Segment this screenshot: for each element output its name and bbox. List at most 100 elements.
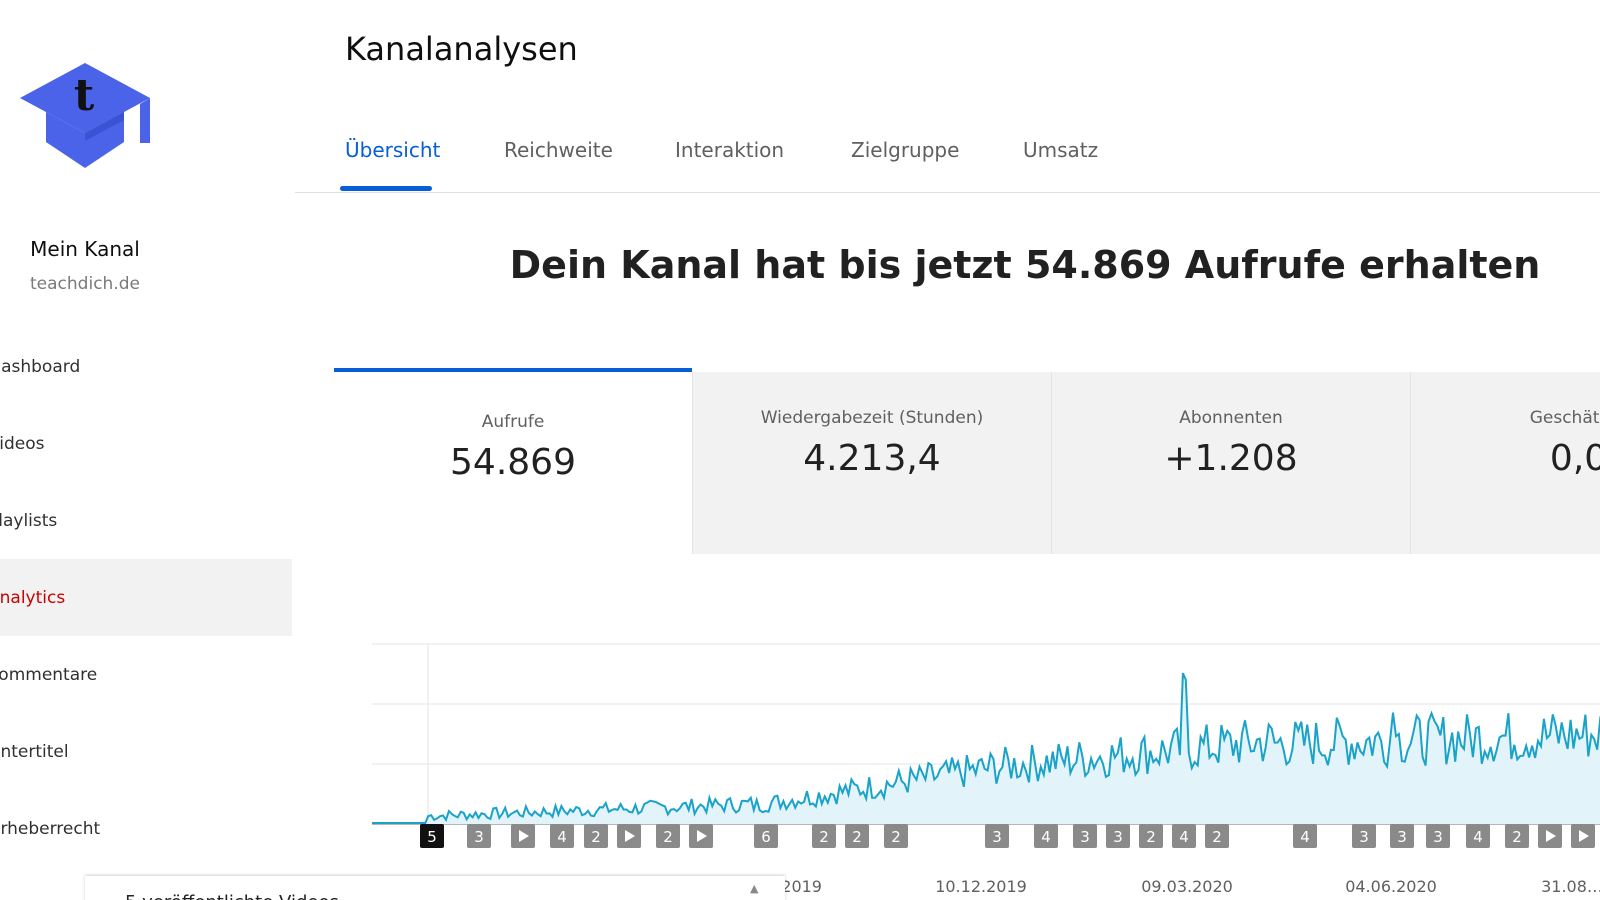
video-marker[interactable]: 5 bbox=[420, 824, 444, 848]
sidebar-item-analytics[interactable]: Analytics bbox=[0, 559, 292, 636]
published-videos-label: 5 veröffentlichte Videos bbox=[125, 892, 339, 900]
video-marker[interactable]: 4 bbox=[1293, 824, 1317, 848]
metric-value: 54.869 bbox=[450, 442, 576, 483]
sidebar-item-label: Kommentare bbox=[0, 664, 98, 685]
video-marker[interactable] bbox=[1571, 824, 1595, 848]
sidebar-item-comments[interactable]: Kommentare bbox=[0, 636, 292, 713]
tab-reach[interactable]: Reichweite bbox=[504, 138, 613, 162]
x-tick-label: 10.12.2019 bbox=[935, 877, 1027, 896]
metric-card-watchtime[interactable]: Wiedergabezeit (Stunden) 4.213,4 bbox=[692, 372, 1051, 554]
video-marker-count: 2 bbox=[1512, 828, 1522, 846]
video-marker-count: 2 bbox=[1146, 828, 1156, 846]
sidebar-item-playlists[interactable]: Playlists bbox=[0, 482, 292, 559]
page-title: Kanalanalysen bbox=[345, 30, 578, 68]
sidebar-item-label: Untertitel bbox=[0, 741, 69, 762]
video-marker-count: 4 bbox=[557, 828, 567, 846]
video-marker[interactable]: 2 bbox=[1205, 824, 1229, 848]
play-icon bbox=[1579, 830, 1589, 842]
sidebar-item-dashboard[interactable]: Dashboard bbox=[0, 328, 292, 405]
video-marker-count: 4 bbox=[1041, 828, 1051, 846]
video-marker-count: 3 bbox=[1397, 828, 1407, 846]
tab-audience[interactable]: Zielgruppe bbox=[851, 138, 960, 162]
video-marker[interactable]: 3 bbox=[1352, 824, 1376, 848]
video-marker-count: 6 bbox=[761, 828, 771, 846]
video-marker[interactable]: 3 bbox=[1426, 824, 1450, 848]
video-marker-count: 2 bbox=[663, 828, 673, 846]
tab-engagement[interactable]: Interaktion bbox=[675, 138, 785, 162]
video-marker[interactable] bbox=[617, 824, 641, 848]
sidebar-item-label: Playlists bbox=[0, 510, 58, 531]
metric-label: Wiedergabezeit (Stunden) bbox=[760, 408, 984, 428]
video-marker[interactable]: 3 bbox=[467, 824, 491, 848]
video-marker[interactable]: 2 bbox=[884, 824, 908, 848]
views-headline: Dein Kanal hat bis jetzt 54.869 Aufrufe … bbox=[509, 243, 1541, 287]
graduation-cap-icon: t bbox=[20, 63, 150, 168]
video-marker[interactable]: 4 bbox=[1466, 824, 1490, 848]
video-marker-count: 3 bbox=[1113, 828, 1123, 846]
metric-label: Aufrufe bbox=[481, 412, 545, 432]
video-marker[interactable]: 3 bbox=[1106, 824, 1130, 848]
analytics-tabs: Übersicht Reichweite Interaktion Zielgru… bbox=[295, 128, 1600, 193]
chart-x-ticks: …9.2019 10.12.2019 09.03.2020 04.06.2020 31.… bbox=[750, 877, 1600, 896]
video-marker[interactable]: 2 bbox=[812, 824, 836, 848]
sidebar: t Mein Kanal teachdich.de Dashboard Vide… bbox=[0, 0, 292, 900]
video-marker-count: 2 bbox=[591, 828, 601, 846]
metric-value: 0,00 bbox=[1549, 438, 1600, 479]
metric-value: +1.208 bbox=[1164, 438, 1298, 479]
video-marker-count: 3 bbox=[1433, 828, 1443, 846]
sidebar-item-label: Dashboard bbox=[0, 356, 81, 377]
chart-series-line[interactable] bbox=[372, 672, 1600, 824]
sidebar-item-label: Analytics bbox=[0, 587, 66, 608]
tab-active-indicator bbox=[340, 186, 432, 191]
sidebar-item-videos[interactable]: Videos bbox=[0, 405, 292, 482]
video-marker[interactable]: 3 bbox=[985, 824, 1009, 848]
video-marker-count: 4 bbox=[1300, 828, 1310, 846]
video-marker[interactable] bbox=[689, 824, 713, 848]
chart-video-markers: 5 3 4 2 2 6 2 2 2 3 4 3 3 2 4 2 4 3 3 3 4 2 bbox=[420, 824, 1595, 848]
metric-card-revenue[interactable]: Geschätzter U 0,00 bbox=[1410, 372, 1600, 554]
play-icon bbox=[519, 830, 529, 842]
video-marker-count: 3 bbox=[992, 828, 1002, 846]
channel-domain: teachdich.de bbox=[30, 274, 140, 294]
tab-revenue[interactable]: Umsatz bbox=[1023, 138, 1099, 162]
video-marker-count: 5 bbox=[427, 828, 437, 846]
published-videos-panel[interactable]: 5 veröffentlichte Videos bbox=[85, 876, 785, 900]
x-tick-label: 09.03.2020 bbox=[1141, 877, 1233, 896]
video-marker[interactable]: 4 bbox=[1034, 824, 1058, 848]
video-marker[interactable]: 6 bbox=[754, 824, 778, 848]
sidebar-item-label: Urheberrecht bbox=[0, 818, 101, 839]
logo-letter: t bbox=[74, 70, 95, 121]
channel-logo[interactable]: t bbox=[18, 60, 153, 175]
x-tick-label: 31.08… bbox=[1541, 877, 1600, 896]
sidebar-item-copyright[interactable]: Urheberrecht bbox=[0, 790, 292, 867]
video-marker[interactable]: 2 bbox=[584, 824, 608, 848]
video-marker[interactable]: 2 bbox=[1505, 824, 1529, 848]
video-marker[interactable]: 2 bbox=[845, 824, 869, 848]
chart-area-fill bbox=[372, 673, 1600, 824]
video-marker[interactable] bbox=[1538, 824, 1562, 848]
play-icon bbox=[625, 830, 635, 842]
metric-cards: Aufrufe 54.869 Wiedergabezeit (Stunden) … bbox=[334, 368, 1600, 554]
video-marker-count: 3 bbox=[1080, 828, 1090, 846]
sidebar-item-subtitles[interactable]: Untertitel bbox=[0, 713, 292, 790]
chevron-up-icon[interactable]: ▲ bbox=[750, 882, 759, 895]
video-marker[interactable]: 2 bbox=[656, 824, 680, 848]
video-marker[interactable]: 3 bbox=[1073, 824, 1097, 848]
sidebar-item-label: Videos bbox=[0, 433, 45, 454]
video-marker[interactable]: 4 bbox=[1172, 824, 1196, 848]
video-marker[interactable]: 4 bbox=[550, 824, 574, 848]
video-marker[interactable]: 3 bbox=[1390, 824, 1414, 848]
video-marker-count: 2 bbox=[1212, 828, 1222, 846]
sidebar-nav: Dashboard Videos Playlists Analytics Kom… bbox=[0, 328, 292, 867]
video-marker-count: 3 bbox=[474, 828, 484, 846]
video-marker[interactable]: 2 bbox=[1139, 824, 1163, 848]
metric-card-subscribers[interactable]: Abonnenten +1.208 bbox=[1051, 372, 1410, 554]
metric-value: 4.213,4 bbox=[803, 438, 941, 479]
play-icon bbox=[697, 830, 707, 842]
tab-overview[interactable]: Übersicht bbox=[345, 138, 441, 162]
video-marker[interactable] bbox=[511, 824, 535, 848]
metric-card-views[interactable]: Aufrufe 54.869 bbox=[334, 368, 692, 554]
video-marker-count: 2 bbox=[891, 828, 901, 846]
metric-label: Geschätzter U bbox=[1529, 408, 1600, 428]
